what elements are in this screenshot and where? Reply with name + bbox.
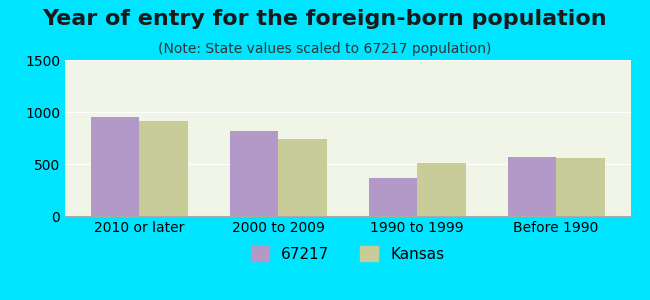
Bar [369,178,417,216]
Legend: 67217, Kansas: 67217, Kansas [244,239,451,268]
Bar [229,131,278,216]
Bar [417,163,466,216]
Bar [139,122,188,216]
Bar [508,157,556,216]
Bar [91,117,139,216]
Text: Year of entry for the foreign-born population: Year of entry for the foreign-born popul… [43,9,607,29]
Bar [556,158,604,216]
Bar [278,139,327,216]
Text: (Note: State values scaled to 67217 population): (Note: State values scaled to 67217 popu… [159,42,491,56]
